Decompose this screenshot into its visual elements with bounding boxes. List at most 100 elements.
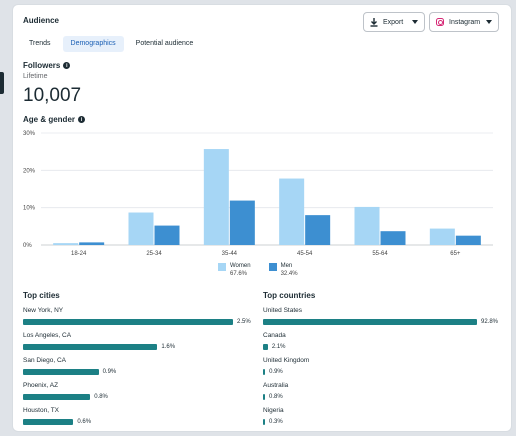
- list-item-value: 1.6%: [161, 344, 176, 350]
- top-countries-list: United States 92.8% Canada 2.1% United Kingd…: [263, 307, 508, 432]
- list-item-name: United Kingdom: [263, 357, 310, 364]
- bar-men-25-34: [154, 225, 180, 245]
- bar-women-45-54: [279, 178, 305, 245]
- list-item-bar: [23, 344, 158, 350]
- legend-swatch-men: [268, 263, 277, 271]
- bar-men-45-54: [305, 215, 331, 245]
- export-button[interactable]: Export: [363, 12, 425, 32]
- bar-men-18-24: [79, 242, 105, 245]
- card-title: Audience: [23, 16, 60, 25]
- list-item-bar: [23, 419, 74, 425]
- list-item-value: 2.1%: [271, 344, 286, 350]
- list-item: Houston, TX 0.6%: [23, 407, 258, 432]
- list-item-bar-row: 0.6%: [23, 418, 258, 426]
- list-item-name: Canada: [263, 332, 286, 339]
- list-item: United Kingdom 0.9%: [263, 357, 508, 382]
- list-item-value: 2.5%: [237, 319, 251, 325]
- audience-card: Audience Export Instagram Trends Demogra…: [12, 4, 512, 432]
- list-item-name: Nigeria: [263, 407, 284, 414]
- x-tick-label: 18-24: [71, 251, 87, 257]
- bar-men-65+: [455, 235, 481, 245]
- platform-label: Instagram: [449, 18, 481, 26]
- list-item: Los Angeles, CA 1.6%: [23, 332, 258, 357]
- instagram-icon: [436, 18, 444, 26]
- age-gender-heading: Age & gender i: [23, 115, 86, 124]
- bar-women-55-64: [354, 206, 380, 245]
- list-item-bar-row: 2.1%: [263, 343, 508, 351]
- tab-trends[interactable]: Trends: [29, 40, 51, 47]
- list-item-bar-row: 0.8%: [263, 393, 508, 401]
- bar-women-25-34: [128, 212, 154, 245]
- list-item-name: Houston, TX: [23, 407, 60, 414]
- list-item-bar: [263, 344, 268, 350]
- y-tick-label: 30%: [23, 131, 36, 137]
- list-item: San Diego, CA 0.9%: [23, 357, 258, 382]
- list-item-bar-row: 2.5%: [23, 318, 258, 326]
- list-item-value: 0.9%: [102, 369, 117, 375]
- tab-demographics[interactable]: Demographics: [62, 36, 124, 52]
- list-item-name: United States: [263, 307, 303, 314]
- x-tick-label: 65+: [450, 251, 461, 257]
- followers-heading-text: Followers: [23, 61, 61, 70]
- list-item-value: 0.3%: [269, 419, 283, 425]
- list-item-name: Australia: [263, 382, 289, 389]
- info-icon[interactable]: i: [78, 116, 86, 123]
- x-tick-label: 45-54: [297, 251, 313, 257]
- chevron-down-icon: [486, 20, 492, 24]
- bar-men-55-64: [380, 231, 406, 245]
- platform-select[interactable]: Instagram: [429, 12, 499, 32]
- list-item-value: 0.8%: [94, 394, 108, 400]
- bar-women-18-24: [53, 243, 79, 245]
- list-item-bar-row: 0.9%: [23, 368, 258, 376]
- tab-bar: Trends Demographics Potential audience: [21, 36, 201, 52]
- list-item-name: San Diego, CA: [23, 357, 66, 364]
- legend-item-women[interactable]: Women 67.6%: [218, 263, 251, 277]
- list-item-value: 92.8%: [481, 319, 499, 325]
- list-item-bar: [263, 394, 265, 400]
- list-item-value: 0.8%: [269, 394, 283, 400]
- y-tick-label: 10%: [23, 206, 36, 212]
- list-item-value: 0.6%: [77, 419, 92, 425]
- tab-potential-audience[interactable]: Potential audience: [135, 40, 194, 47]
- followers-heading: Followers i: [23, 61, 71, 70]
- y-tick-label: 20%: [23, 168, 36, 174]
- bar-men-35-44: [229, 200, 255, 245]
- list-item-bar: [263, 419, 265, 425]
- list-item-bar-row: 1.6%: [23, 343, 258, 351]
- x-tick-label: 25-34: [146, 251, 162, 257]
- side-edge-tab[interactable]: [0, 72, 4, 94]
- list-item: Australia 0.8%: [263, 382, 508, 407]
- list-item: Canada 2.1%: [263, 332, 508, 357]
- list-item-value: 0.9%: [269, 369, 283, 375]
- info-icon[interactable]: i: [63, 62, 71, 69]
- list-item: Phoenix, AZ 0.8%: [23, 382, 258, 407]
- followers-period: Lifetime: [23, 73, 48, 80]
- legend-label-men: Men: [280, 263, 293, 269]
- list-item-bar-row: 0.9%: [263, 368, 508, 376]
- bar-women-65+: [429, 228, 455, 245]
- list-item-bar: [263, 319, 477, 325]
- list-item-bar: [263, 369, 266, 375]
- top-cities-heading: Top cities: [23, 291, 60, 300]
- list-item-bar: [23, 369, 99, 375]
- legend-label-women: Women: [230, 263, 251, 269]
- list-item-name: New York, NY: [23, 307, 64, 314]
- list-item-bar-row: 92.8%: [263, 318, 508, 326]
- legend-item-men[interactable]: Men 32.4%: [268, 263, 298, 277]
- list-item-name: Phoenix, AZ: [23, 382, 59, 389]
- list-item-bar: [23, 394, 91, 400]
- chevron-down-icon: [412, 20, 418, 24]
- list-item-bar: [23, 319, 233, 325]
- legend-pct-women: 67.6%: [230, 271, 248, 277]
- followers-count: 10,007: [23, 85, 82, 106]
- top-countries-heading: Top countries: [263, 291, 316, 300]
- list-item: New York, NY 2.5%: [23, 307, 258, 332]
- y-tick-label: 0%: [23, 243, 32, 249]
- list-item-name: Los Angeles, CA: [23, 332, 72, 339]
- list-item-bar-row: 0.8%: [23, 393, 258, 401]
- x-tick-label: 55-64: [372, 251, 388, 257]
- x-tick-label: 35-44: [222, 251, 238, 257]
- export-label: Export: [383, 18, 404, 26]
- list-item: United States 92.8%: [263, 307, 508, 332]
- top-cities-list: New York, NY 2.5% Los Angeles, CA 1.6% San D…: [23, 307, 258, 432]
